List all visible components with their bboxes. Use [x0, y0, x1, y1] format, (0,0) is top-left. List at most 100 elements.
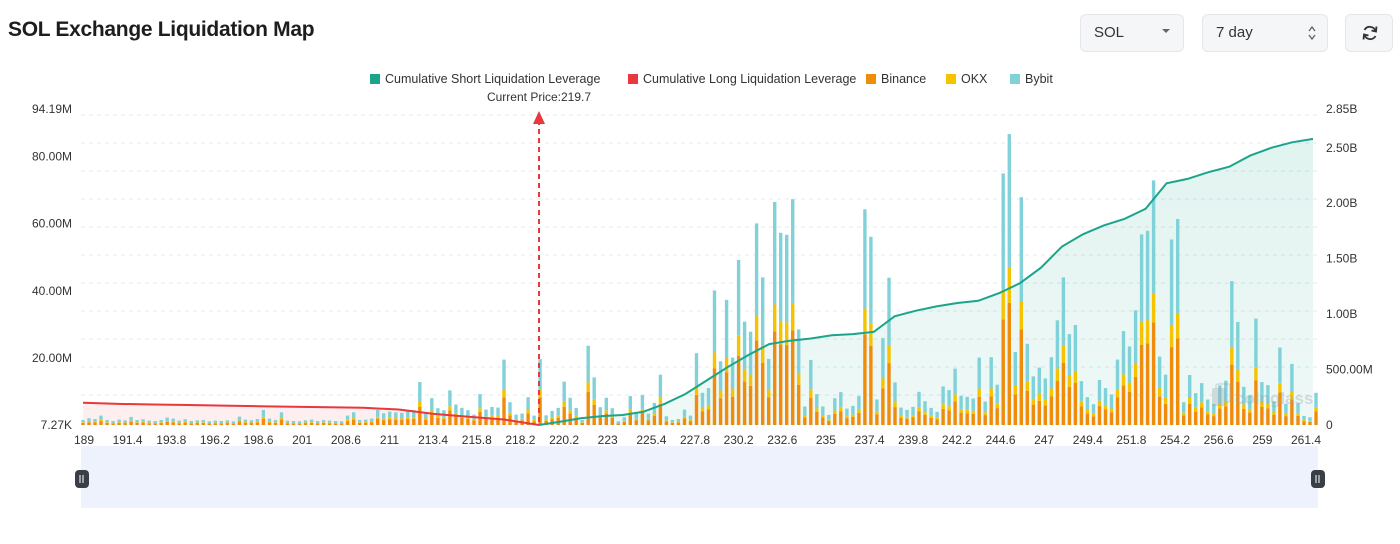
bar-okx	[472, 419, 476, 421]
bar-bybit	[105, 420, 109, 423]
range-slider[interactable]	[75, 446, 1325, 508]
bar-bybit	[1176, 219, 1180, 314]
bar-binance	[718, 398, 723, 425]
x-tick-label: 251.8	[1116, 433, 1146, 447]
bar-bybit	[237, 416, 242, 421]
bar-binance	[1163, 403, 1168, 425]
bar-bybit	[995, 384, 999, 404]
bar-binance	[225, 423, 230, 425]
bar-binance	[929, 417, 933, 425]
bar-okx	[1176, 313, 1180, 339]
bar-binance	[821, 417, 825, 425]
bar-bybit	[1296, 403, 1300, 414]
bar-okx	[1115, 389, 1120, 398]
bar-okx	[153, 422, 157, 424]
y-right-tick-label: 2.85B	[1326, 102, 1357, 116]
bar-bybit	[153, 421, 157, 423]
bar-okx	[123, 422, 127, 424]
bar-bybit	[1061, 277, 1066, 346]
bar-bybit	[1182, 402, 1186, 413]
bar-okx	[893, 402, 897, 408]
bar-bybit	[1007, 134, 1011, 268]
bar-bybit	[1169, 239, 1174, 325]
bar-okx	[941, 404, 945, 409]
x-tick-label: 213.4	[418, 433, 448, 447]
bar-binance	[237, 421, 242, 425]
bar-okx	[1230, 347, 1234, 365]
refresh-button[interactable]	[1345, 14, 1393, 52]
bar-binance	[1242, 408, 1246, 425]
slider-left-handle[interactable]	[75, 470, 89, 488]
cumulative-lines	[82, 137, 1314, 426]
bar-bybit	[189, 421, 193, 423]
bar-bybit	[1145, 230, 1150, 321]
bar-binance	[1206, 414, 1210, 425]
bar-bybit	[1151, 180, 1156, 293]
bar-okx	[1248, 409, 1252, 413]
bar-binance	[285, 423, 290, 425]
period-select[interactable]: 7 day	[1202, 14, 1328, 52]
y-left-tick-label: 60.00M	[32, 217, 72, 231]
bar-okx	[761, 345, 765, 363]
bar-binance	[339, 423, 344, 425]
bar-bybit	[682, 409, 687, 417]
bar-bybit	[1188, 375, 1192, 398]
bar-bybit	[959, 395, 963, 410]
bar-okx	[1272, 412, 1276, 415]
bar-bybit	[430, 398, 434, 411]
bar-bybit	[81, 420, 85, 423]
bar-okx	[303, 422, 308, 424]
bar-bybit	[863, 209, 867, 309]
bar-bybit	[1079, 381, 1084, 402]
bar-binance	[959, 412, 963, 425]
bar-binance	[1188, 404, 1192, 425]
bar-okx	[869, 323, 873, 346]
bar-okx	[273, 422, 278, 423]
bar-okx	[1031, 398, 1035, 405]
bar-okx	[1001, 289, 1005, 320]
bar-binance	[1278, 392, 1282, 425]
bar-binance	[1176, 338, 1180, 425]
bar-bybit	[1043, 378, 1047, 400]
slider-right-handle[interactable]	[1311, 470, 1325, 488]
bar-okx	[700, 407, 705, 412]
bar-bybit	[833, 398, 837, 411]
bar-okx	[574, 415, 578, 418]
bar-okx	[640, 408, 645, 413]
bar-binance	[1121, 385, 1126, 425]
bar-bybit	[827, 414, 831, 420]
bar-binance	[388, 419, 392, 425]
x-tick-label: 237.4	[855, 433, 885, 447]
bar-okx	[279, 418, 284, 420]
bar-bybit	[436, 408, 440, 416]
bar-okx	[586, 382, 590, 392]
bar-bybit	[1019, 197, 1023, 302]
bar-binance	[977, 396, 981, 425]
bar-bybit	[953, 368, 957, 395]
bar-okx	[1254, 367, 1258, 381]
bar-bybit	[1308, 417, 1312, 421]
bar-bybit	[911, 406, 915, 416]
legend-swatch-bybit	[1010, 74, 1020, 84]
y-axis-right: 0 500.00M 1.00B 1.50B 2.00B 2.50B 2.85B	[1326, 102, 1373, 432]
bar-bybit	[520, 413, 524, 419]
bar-okx	[989, 388, 993, 397]
bar-binance	[1133, 376, 1138, 425]
bar-bybit	[1266, 385, 1270, 404]
bar-bybit	[1290, 363, 1294, 392]
y-left-tick-label: 7.27K	[41, 418, 72, 432]
bar-okx	[532, 419, 536, 421]
bar-bybit	[724, 299, 729, 358]
x-tick-label: 191.4	[113, 433, 143, 447]
bar-binance	[622, 421, 626, 425]
bar-okx	[1103, 405, 1108, 410]
bar-bybit	[1218, 385, 1222, 404]
bar-okx	[255, 421, 260, 423]
bar-binance	[1200, 407, 1204, 425]
y-axis-left: 7.27K 20.00M 40.00M 60.00M 80.00M 94.19M	[32, 102, 72, 432]
bar-okx	[773, 304, 777, 332]
bar-binance	[851, 417, 855, 425]
bar-binance	[562, 406, 566, 425]
symbol-select[interactable]: SOL	[1080, 14, 1184, 52]
bar-bybit	[514, 414, 518, 420]
